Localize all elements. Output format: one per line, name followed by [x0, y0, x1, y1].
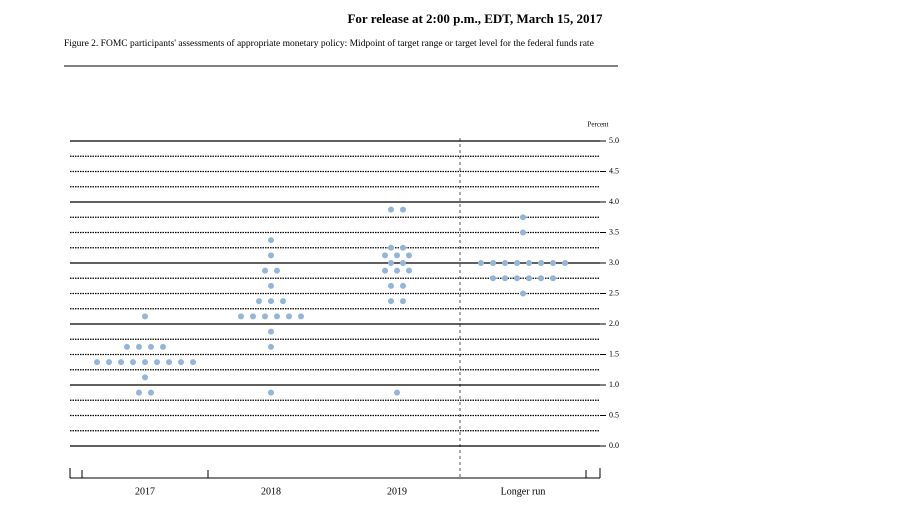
dot	[136, 343, 142, 350]
x-tick-label: 2018	[261, 486, 281, 497]
dot	[274, 267, 280, 274]
dot	[400, 244, 406, 251]
dot	[478, 260, 484, 266]
dot	[166, 359, 172, 366]
dot	[400, 260, 406, 266]
dot	[526, 275, 532, 282]
dot	[268, 237, 274, 244]
dot	[550, 275, 556, 282]
dot	[388, 298, 394, 305]
y-tick-label: 3.0	[609, 258, 619, 267]
dot	[550, 260, 556, 266]
dot	[268, 328, 274, 335]
dot	[142, 374, 148, 381]
dot	[562, 260, 568, 266]
y-tick-label: 1.0	[609, 380, 619, 389]
y-tick-label: 0.0	[609, 441, 619, 450]
dot	[142, 313, 148, 320]
dot	[406, 252, 412, 259]
dot	[268, 389, 274, 396]
y-tick-label: 1.5	[609, 349, 619, 358]
dot	[526, 260, 532, 266]
dot	[262, 313, 268, 320]
dot	[118, 359, 124, 366]
chart-title: Figure 2. FOMC participants' assessments…	[64, 39, 594, 49]
y-tick-label: 0.5	[609, 410, 619, 419]
y-tick-label: 2.5	[609, 288, 619, 297]
dot	[520, 229, 526, 236]
dot	[520, 214, 526, 221]
dot	[268, 298, 274, 305]
dot	[298, 313, 304, 320]
x-axis-ticks	[69, 468, 601, 478]
x-tick-label: 2017	[135, 486, 155, 497]
dot	[388, 260, 394, 266]
dot	[106, 359, 112, 366]
dot	[388, 244, 394, 251]
release-header: For release at 2:00 p.m., EDT, March 15,…	[347, 11, 603, 26]
dot	[262, 267, 268, 274]
dot	[502, 275, 508, 282]
dot	[538, 260, 544, 266]
dot	[238, 313, 244, 320]
dot	[274, 313, 280, 320]
dot	[148, 343, 154, 350]
y-tick-label: 4.0	[609, 197, 619, 206]
dot	[490, 275, 496, 282]
dot	[394, 252, 400, 259]
dot	[406, 267, 412, 274]
y-tick-label: 5.0	[609, 136, 619, 145]
dot	[388, 282, 394, 289]
dot	[142, 359, 148, 366]
dot	[124, 343, 130, 350]
dot	[268, 252, 274, 259]
dot	[130, 359, 136, 366]
dot	[268, 343, 274, 350]
dot	[256, 298, 262, 305]
dot	[394, 267, 400, 274]
dot	[400, 282, 406, 289]
dot	[94, 359, 100, 366]
dot	[148, 389, 154, 396]
y-axis-label: Percent	[588, 121, 609, 129]
y-tick-label: 2.0	[609, 319, 619, 328]
dot	[286, 313, 292, 320]
dot	[382, 252, 388, 259]
dot	[514, 260, 520, 266]
dot	[268, 282, 274, 289]
dot	[400, 206, 406, 213]
dot	[154, 359, 160, 366]
dot	[502, 260, 508, 266]
dot	[382, 267, 388, 274]
y-tick-label: 3.5	[609, 227, 619, 236]
dot	[178, 359, 184, 366]
title-box: Figure 2. FOMC participants' assessments…	[64, 39, 594, 49]
y-tick-label: 4.5	[609, 166, 619, 175]
dot	[160, 343, 166, 350]
dot	[514, 275, 520, 282]
dot	[190, 359, 196, 366]
x-tick-label: 2019	[387, 486, 407, 497]
dot	[490, 260, 496, 266]
dot	[400, 298, 406, 305]
dot	[388, 206, 394, 213]
dot	[280, 298, 286, 305]
dot	[538, 275, 544, 282]
dot	[520, 290, 526, 297]
dot	[250, 313, 256, 320]
x-tick-label: Longer run	[501, 486, 546, 497]
dot	[394, 389, 400, 396]
dot	[136, 389, 142, 396]
